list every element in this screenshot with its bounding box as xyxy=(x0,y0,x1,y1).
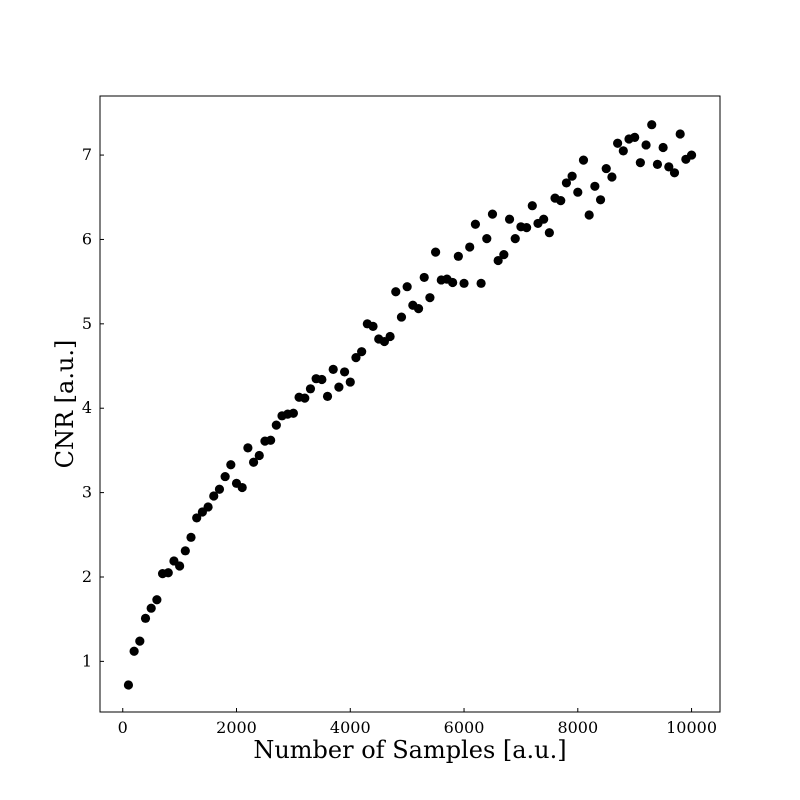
data-point xyxy=(590,181,600,191)
data-point xyxy=(476,278,486,288)
data-point xyxy=(146,603,156,613)
data-point xyxy=(556,196,566,206)
data-point xyxy=(618,146,628,156)
data-point xyxy=(487,209,498,219)
data-point xyxy=(448,277,458,288)
data-point xyxy=(504,214,515,224)
data-point xyxy=(220,471,230,482)
data-point xyxy=(493,255,503,266)
data-point xyxy=(368,321,378,331)
data-point xyxy=(391,287,401,297)
y-tick-label: 4 xyxy=(82,398,92,417)
data-point xyxy=(630,132,640,142)
data-point xyxy=(328,364,338,375)
data-point xyxy=(266,435,276,445)
data-point xyxy=(601,163,611,174)
data-point xyxy=(322,391,333,402)
data-point xyxy=(300,393,310,403)
x-tick-label: 2000 xyxy=(216,718,257,737)
data-point xyxy=(413,304,424,314)
data-point xyxy=(345,377,355,387)
data-point xyxy=(470,219,481,229)
data-point xyxy=(578,155,589,165)
data-point xyxy=(135,636,145,646)
x-tick-label: 0 xyxy=(118,718,128,737)
data-point xyxy=(192,513,202,523)
data-point xyxy=(152,595,162,605)
data-point xyxy=(357,347,367,357)
plot-frame xyxy=(99,95,721,713)
x-tick-label: 10000 xyxy=(666,718,717,737)
data-point xyxy=(396,312,407,322)
data-point xyxy=(288,408,298,418)
data-point xyxy=(180,546,190,556)
data-point xyxy=(140,613,151,623)
data-point xyxy=(675,129,685,139)
data-point xyxy=(123,680,134,690)
data-point xyxy=(652,159,663,169)
data-point xyxy=(658,142,668,153)
data-point xyxy=(539,214,549,224)
data-point xyxy=(573,187,583,197)
data-point xyxy=(459,278,469,288)
data-point xyxy=(522,223,532,233)
data-point xyxy=(419,272,429,283)
data-point xyxy=(402,282,412,292)
data-point xyxy=(175,561,185,571)
data-point xyxy=(226,460,236,470)
data-point xyxy=(669,168,680,178)
data-point xyxy=(544,228,554,238)
data-point xyxy=(584,210,594,220)
data-point xyxy=(567,171,577,181)
data-point xyxy=(527,201,537,211)
tick-group: 0 2000 4000 6000 8000 10000 1 2 3 4 5 6 7 xyxy=(82,145,717,737)
x-tick-label: 6000 xyxy=(444,718,485,737)
data-point xyxy=(465,242,475,252)
data-point xyxy=(510,234,520,244)
data-point xyxy=(248,457,259,467)
y-axis-label: CNR [a.u.] xyxy=(51,340,79,469)
data-point xyxy=(271,420,281,430)
data-point xyxy=(243,443,253,453)
data-point xyxy=(635,158,645,168)
data-point xyxy=(351,352,361,363)
data-point xyxy=(163,568,173,578)
y-tick-label: 6 xyxy=(82,229,92,248)
data-point xyxy=(664,162,674,172)
data-point xyxy=(214,484,225,494)
x-tick-label: 8000 xyxy=(557,718,598,737)
data-point xyxy=(339,367,350,377)
y-tick-label: 7 xyxy=(82,145,92,164)
data-point xyxy=(499,250,509,260)
y-tick-label: 5 xyxy=(82,314,92,333)
data-point xyxy=(641,140,651,150)
data-point xyxy=(647,120,657,130)
data-point xyxy=(129,646,139,656)
x-axis-label: Number of Samples [a.u.] xyxy=(253,736,566,764)
data-point xyxy=(209,491,219,501)
data-point xyxy=(203,502,213,512)
data-point xyxy=(254,450,264,461)
data-point xyxy=(613,138,623,148)
data-point xyxy=(385,331,395,342)
data-point xyxy=(425,293,435,303)
data-point xyxy=(334,382,344,392)
data-point xyxy=(686,150,697,160)
data-point xyxy=(305,384,316,394)
data-point xyxy=(237,482,247,493)
data-point xyxy=(430,247,441,257)
data-point xyxy=(595,195,606,205)
data-points xyxy=(123,120,697,690)
data-point xyxy=(317,374,327,385)
x-tick-label: 4000 xyxy=(330,718,371,737)
y-tick-label: 3 xyxy=(82,483,92,502)
y-tick-label: 1 xyxy=(82,651,92,670)
data-point xyxy=(607,172,617,182)
data-point xyxy=(561,178,572,188)
data-point xyxy=(482,234,492,244)
data-point xyxy=(186,532,196,542)
data-point xyxy=(453,251,463,261)
y-tick-label: 2 xyxy=(82,567,92,586)
